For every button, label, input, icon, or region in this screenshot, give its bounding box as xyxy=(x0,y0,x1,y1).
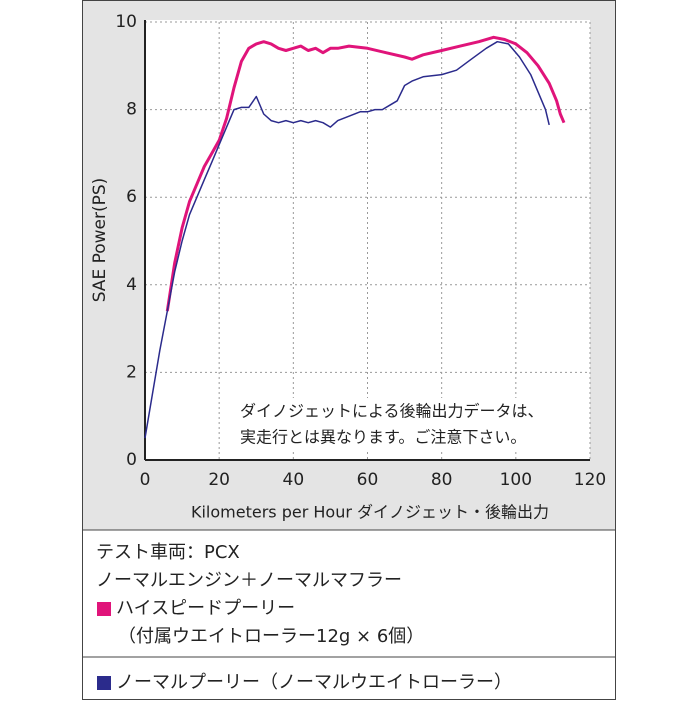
x-tick-label: 80 xyxy=(431,470,453,490)
x-tick-label: 60 xyxy=(357,470,379,490)
series-line xyxy=(165,35,566,312)
x-tick-label: 100 xyxy=(500,470,532,490)
y-tick-label: 6 xyxy=(126,187,137,207)
y-tick-label: 2 xyxy=(126,362,137,382)
annotation: 実走行とは異なります。ご注意下さい。 xyxy=(240,428,526,447)
x-tick-label: 40 xyxy=(283,470,305,490)
config: ノーマルエンジン＋ノーマルマフラー xyxy=(96,570,402,591)
legend-swatch xyxy=(97,602,111,616)
series-line xyxy=(144,40,550,439)
x-tick-label: 120 xyxy=(574,470,606,490)
y-tick-label: 8 xyxy=(126,100,137,120)
y-axis-label: SAE Power(PS) xyxy=(90,178,110,303)
legend-label: ハイスピードプーリー xyxy=(116,598,295,619)
vehicle: テスト車両：PCX xyxy=(96,542,240,563)
x-tick-label: 20 xyxy=(208,470,230,490)
x-tick-label: 0 xyxy=(140,470,151,490)
annotation-box xyxy=(232,398,588,452)
legend-label: ノーマルプーリー（ノーマルウエイトローラー） xyxy=(116,672,512,693)
y-tick-label: 4 xyxy=(126,275,137,295)
annotation: ダイノジェットによる後輪出力データは、 xyxy=(240,402,544,421)
y-tick-label: 0 xyxy=(126,450,137,470)
y-tick-label: 10 xyxy=(115,12,137,32)
x-axis-label: Kilometers per Hour ダイノジェット・後輪出力 xyxy=(191,503,549,522)
series-note: （付属ウエイトローラー12g × 6個） xyxy=(118,626,424,647)
legend-swatch xyxy=(97,676,111,690)
plot-area xyxy=(145,20,590,460)
